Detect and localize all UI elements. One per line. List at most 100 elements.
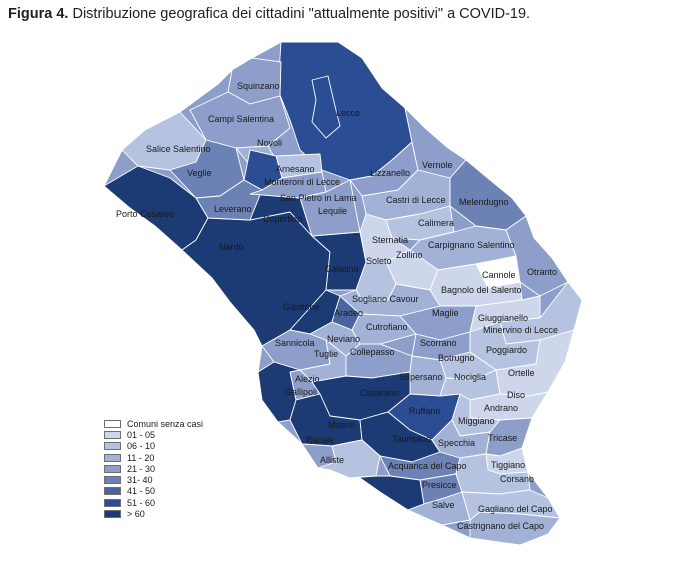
legend-label: 21 - 30 bbox=[127, 463, 156, 474]
label-soleto: Soleto bbox=[366, 256, 392, 266]
legend-swatch bbox=[104, 487, 121, 496]
label-matino: Matino bbox=[328, 420, 355, 430]
label-novoli: Novoli bbox=[257, 138, 282, 148]
label-neviano: Neviano bbox=[327, 334, 360, 344]
label-gallipoli: Gallipoli bbox=[285, 387, 317, 397]
figure-label: Figura 4. bbox=[8, 6, 69, 22]
legend-swatch bbox=[104, 476, 121, 485]
label-tricase: Tricase bbox=[488, 433, 517, 443]
label-giuggianello: Giuggianello bbox=[478, 313, 528, 323]
label-galatina: Galatina bbox=[325, 264, 359, 274]
legend-swatch bbox=[104, 498, 121, 507]
legend-label: 11 - 20 bbox=[127, 452, 155, 463]
label-campi-salentina: Campi Salentina bbox=[208, 114, 274, 124]
label-gagliano: Gagliano del Capo bbox=[478, 504, 553, 514]
label-maglie: Maglie bbox=[432, 308, 459, 318]
legend-item: 01 - 05 bbox=[104, 429, 203, 440]
label-porto-cesareo: Porto Cesareo bbox=[116, 209, 174, 219]
label-acquarica: Acquarica del Capo bbox=[388, 461, 467, 471]
legend-item: Comuni senza casi bbox=[104, 418, 203, 429]
label-vernole: Vernole bbox=[422, 160, 453, 170]
legend-swatch bbox=[104, 442, 121, 451]
label-tiggiano: Tiggiano bbox=[491, 460, 525, 470]
label-nociglia: Nociglia bbox=[454, 372, 486, 382]
label-galatone: Galatone bbox=[283, 302, 320, 312]
label-tuglie: Tuglie bbox=[314, 349, 338, 359]
label-aradeo: Aradeo bbox=[334, 308, 363, 318]
legend-item: 41 - 50 bbox=[104, 486, 203, 497]
label-cannole: Cannole bbox=[482, 270, 516, 280]
label-supersano: Supersano bbox=[399, 372, 443, 382]
label-casarano: Casarano bbox=[360, 388, 399, 398]
legend-item: 31- 40 bbox=[104, 474, 203, 485]
muni-lecce-inner bbox=[311, 75, 341, 139]
label-lecce: Lecce bbox=[336, 108, 360, 118]
municipalities bbox=[103, 41, 583, 546]
label-poggiardo: Poggiardo bbox=[486, 345, 527, 355]
label-sternatia: Sternatia bbox=[372, 235, 408, 245]
label-ruffano: Ruffano bbox=[409, 406, 440, 416]
label-lequile: Lequile bbox=[318, 206, 347, 216]
label-san-pietro: San Pietro in Lama bbox=[280, 193, 357, 203]
label-melendugno: Melendugno bbox=[459, 197, 509, 207]
muni-lequile bbox=[299, 179, 361, 237]
legend-item: > 60 bbox=[104, 508, 203, 519]
label-presicce: Presicce bbox=[422, 480, 457, 490]
label-minervino: Minervino di Lecce bbox=[483, 325, 558, 335]
legend-swatch bbox=[104, 453, 121, 462]
label-diso: Diso bbox=[507, 390, 525, 400]
label-corsano: Corsano bbox=[500, 474, 534, 484]
muni-ugento bbox=[349, 475, 425, 511]
label-monteroni: Monteroni di Lecce bbox=[264, 177, 340, 187]
legend-label: Comuni senza casi bbox=[127, 418, 204, 429]
legend-swatch bbox=[104, 464, 121, 473]
label-specchia: Specchia bbox=[438, 438, 475, 448]
legend-label: 01 - 05 bbox=[127, 429, 156, 440]
label-salve: Salve bbox=[432, 500, 455, 510]
label-leverano: Leverano bbox=[214, 204, 252, 214]
legend-item: 11 - 20 bbox=[104, 452, 203, 463]
legend-item: 51 - 60 bbox=[104, 497, 203, 508]
label-andrano: Andrano bbox=[484, 403, 518, 413]
legend-label: > 60 bbox=[127, 509, 145, 520]
legend-swatch bbox=[104, 510, 121, 519]
label-bagnolo: Bagnolo del Salento bbox=[441, 285, 522, 295]
map-legend: Comuni senza casi 01 - 05 06 - 10 11 - 20 21… bbox=[104, 418, 203, 520]
label-collepasso: Collepasso bbox=[350, 347, 395, 357]
legend-label: 31- 40 bbox=[127, 475, 153, 486]
label-salice-salentino: Salice Salentino bbox=[146, 144, 211, 154]
label-nardo: Nardò bbox=[219, 242, 244, 252]
label-arnesano: Arnesano bbox=[276, 164, 315, 174]
label-ortelle: Ortelle bbox=[508, 368, 535, 378]
label-copertino: Copertino bbox=[263, 214, 302, 224]
label-castrignano: Castrignano del Capo bbox=[457, 521, 544, 531]
label-otranto: Otranto bbox=[527, 267, 557, 277]
label-sannicola: Sannicola bbox=[275, 338, 315, 348]
legend-item: 06 - 10 bbox=[104, 441, 203, 452]
legend-item: 21 - 30 bbox=[104, 463, 203, 474]
label-taurisano: Taurisano bbox=[392, 434, 431, 444]
label-calimera: Calimera bbox=[418, 218, 454, 228]
muni-castrignano bbox=[469, 511, 561, 546]
label-sogliano: Sogliano Cavour bbox=[352, 294, 419, 304]
municipality-labels: Squinzano Lecce Campi Salentina Novoli S… bbox=[116, 81, 558, 531]
legend-swatch bbox=[104, 430, 121, 439]
figure-caption: Figura 4. Distribuzione geografica dei c… bbox=[8, 6, 530, 22]
legend-swatch bbox=[104, 419, 121, 428]
label-scorrano: Scorrano bbox=[420, 338, 457, 348]
label-racale: Racale bbox=[306, 435, 334, 445]
figure-title: Distribuzione geografica dei cittadini "… bbox=[72, 6, 531, 22]
label-alezio: Alezio bbox=[295, 374, 320, 384]
label-veglie: Veglie bbox=[187, 168, 212, 178]
label-alliste: Alliste bbox=[320, 455, 344, 465]
legend-label: 41 - 50 bbox=[127, 486, 156, 497]
label-castri: Castri di Lecce bbox=[386, 195, 446, 205]
label-zollino: Zollino bbox=[396, 250, 423, 260]
label-miggiano: Miggiano bbox=[458, 416, 495, 426]
label-squinzano: Squinzano bbox=[237, 81, 280, 91]
label-cutrofiano: Cutrofiano bbox=[366, 322, 408, 332]
label-carpignano: Carpignano Salentino bbox=[428, 240, 515, 250]
legend-label: 51 - 60 bbox=[127, 497, 156, 508]
legend-label: 06 - 10 bbox=[127, 441, 156, 452]
